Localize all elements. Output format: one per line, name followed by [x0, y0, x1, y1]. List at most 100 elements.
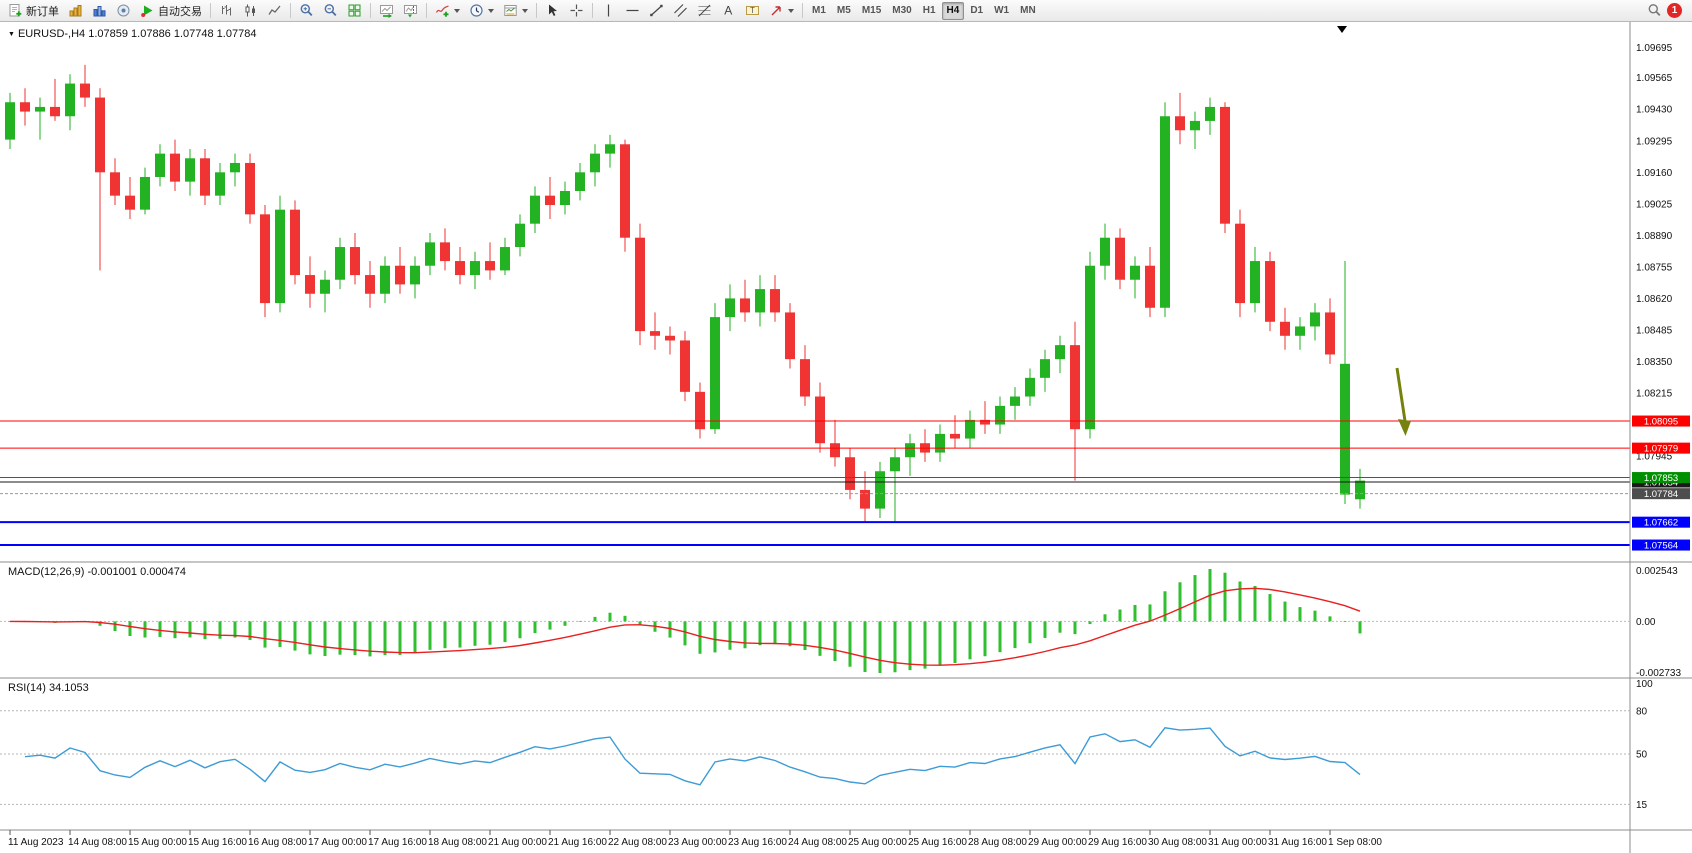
macd-axis-label: -0.002733	[1636, 668, 1681, 679]
zoom-in-button[interactable]	[295, 1, 318, 21]
price-axis-label: 1.08620	[1636, 294, 1673, 305]
rsi-axis-label: 100	[1636, 679, 1653, 690]
market-watch-button[interactable]	[88, 1, 111, 21]
macd-axis-label: 0.002543	[1636, 566, 1678, 577]
bear-candle	[200, 158, 210, 195]
arrow-shape-icon	[769, 3, 784, 18]
bar-chart-type-button[interactable]	[215, 1, 238, 21]
bull-candle	[1310, 312, 1320, 326]
trendline-button[interactable]	[645, 1, 668, 21]
price-axis-label: 1.09295	[1636, 136, 1673, 147]
navigator-button[interactable]	[112, 1, 135, 21]
bull-candle	[1160, 116, 1170, 308]
auto-trading-button[interactable]: 自动交易	[136, 1, 206, 21]
rsi-axis-label: 80	[1636, 706, 1648, 717]
timeframe-button-h1[interactable]: H1	[918, 2, 941, 20]
chart-menu-icon[interactable]: ▼	[8, 31, 15, 38]
horizontal-line-button[interactable]	[621, 1, 644, 21]
text-button[interactable]: A	[717, 1, 740, 21]
templates-button[interactable]	[499, 1, 532, 21]
time-axis-label: 16 Aug 08:00	[248, 837, 307, 848]
macd-histogram-bar	[789, 621, 792, 646]
bar-graph-icon	[68, 3, 83, 18]
macd-histogram-bar	[219, 621, 222, 638]
timeframe-button-h4[interactable]: H4	[942, 2, 965, 20]
time-axis-label: 22 Aug 08:00	[608, 837, 667, 848]
macd-histogram-bar	[864, 621, 867, 672]
bull-candle	[1055, 345, 1065, 359]
bull-candle	[425, 242, 435, 265]
bull-candle	[560, 191, 570, 205]
candlestick-chart-type-button[interactable]	[239, 1, 262, 21]
notification-badge[interactable]: 1	[1667, 3, 1682, 18]
bull-candle	[1250, 261, 1260, 303]
macd-histogram-bar	[1314, 611, 1317, 622]
timeframe-button-m30[interactable]: M30	[887, 2, 916, 20]
arrows-button[interactable]	[765, 1, 798, 21]
zoom-out-button[interactable]	[319, 1, 342, 21]
macd-histogram-bar	[1104, 614, 1107, 621]
toolbar-separator	[592, 3, 593, 18]
bull-candle	[515, 224, 525, 247]
cursor-button[interactable]	[541, 1, 564, 21]
macd-histogram-bar	[279, 621, 282, 647]
macd-histogram-bar	[489, 621, 492, 644]
tile-windows-button[interactable]	[343, 1, 366, 21]
bull-candle	[275, 210, 285, 303]
indicators-button[interactable]	[431, 1, 464, 21]
timeframe-group: M1M5M15M30H1H4D1W1MN	[807, 2, 1041, 20]
bull-candle	[1190, 121, 1200, 130]
text-label-icon: T	[745, 3, 760, 18]
bear-candle	[620, 144, 630, 237]
auto-trading-label: 自动交易	[158, 3, 202, 19]
macd-histogram-bar	[459, 621, 462, 647]
bear-candle	[260, 214, 270, 303]
vertical-line-button[interactable]	[597, 1, 620, 21]
price-chart-canvas[interactable]: 1.096951.095651.094301.092951.091601.090…	[0, 22, 1692, 853]
bull-candle	[935, 434, 945, 453]
macd-histogram-bar	[684, 621, 687, 645]
macd-histogram-bar	[339, 621, 342, 654]
bull-candle	[380, 266, 390, 294]
periods-button[interactable]	[465, 1, 498, 21]
macd-histogram-bar	[294, 621, 297, 650]
bull-candle	[1355, 481, 1365, 500]
channel-button[interactable]	[669, 1, 692, 21]
vertical-line-icon	[601, 3, 616, 18]
bull-candle	[875, 471, 885, 508]
fibonacci-button[interactable]	[693, 1, 716, 21]
bear-candle	[305, 275, 315, 294]
zoom-out-icon	[323, 3, 338, 18]
timeframe-button-m1[interactable]: M1	[807, 2, 831, 20]
timeframe-button-d1[interactable]: D1	[965, 2, 988, 20]
bear-candle	[455, 261, 465, 275]
timeframe-button-w1[interactable]: W1	[989, 2, 1014, 20]
bear-candle	[245, 163, 255, 214]
crosshair-button[interactable]	[565, 1, 588, 21]
time-axis-label: 11 Aug 2023	[8, 837, 64, 848]
auto-scroll-button[interactable]	[375, 1, 398, 21]
chart-shift-button[interactable]	[399, 1, 422, 21]
charts-button[interactable]	[64, 1, 87, 21]
search-button[interactable]	[1643, 1, 1666, 21]
macd-histogram-bar	[1299, 607, 1302, 621]
text-label-button[interactable]: T	[741, 1, 764, 21]
crosshair-icon	[569, 3, 584, 18]
price-level-label: 1.08095	[1644, 417, 1678, 428]
macd-histogram-bar	[609, 613, 612, 622]
bear-candle	[365, 275, 375, 294]
timeframe-button-m15[interactable]: M15	[857, 2, 886, 20]
toolbar-separator	[536, 3, 537, 18]
navigator-icon	[116, 3, 131, 18]
macd-histogram-bar	[1044, 621, 1047, 638]
time-axis-label: 23 Aug 00:00	[668, 837, 727, 848]
time-axis-label: 29 Aug 00:00	[1028, 837, 1087, 848]
new-order-button[interactable]: 新订单	[4, 1, 63, 21]
line-chart-type-button[interactable]	[263, 1, 286, 21]
bear-candle	[290, 210, 300, 275]
macd-indicator-label: MACD(12,26,9) -0.001001 0.000474	[8, 566, 186, 578]
timeframe-button-mn[interactable]: MN	[1015, 2, 1041, 20]
time-axis-label: 17 Aug 16:00	[368, 837, 427, 848]
timeframe-button-m5[interactable]: M5	[832, 2, 856, 20]
toolbar: 新订单 自动交易	[0, 0, 1692, 22]
